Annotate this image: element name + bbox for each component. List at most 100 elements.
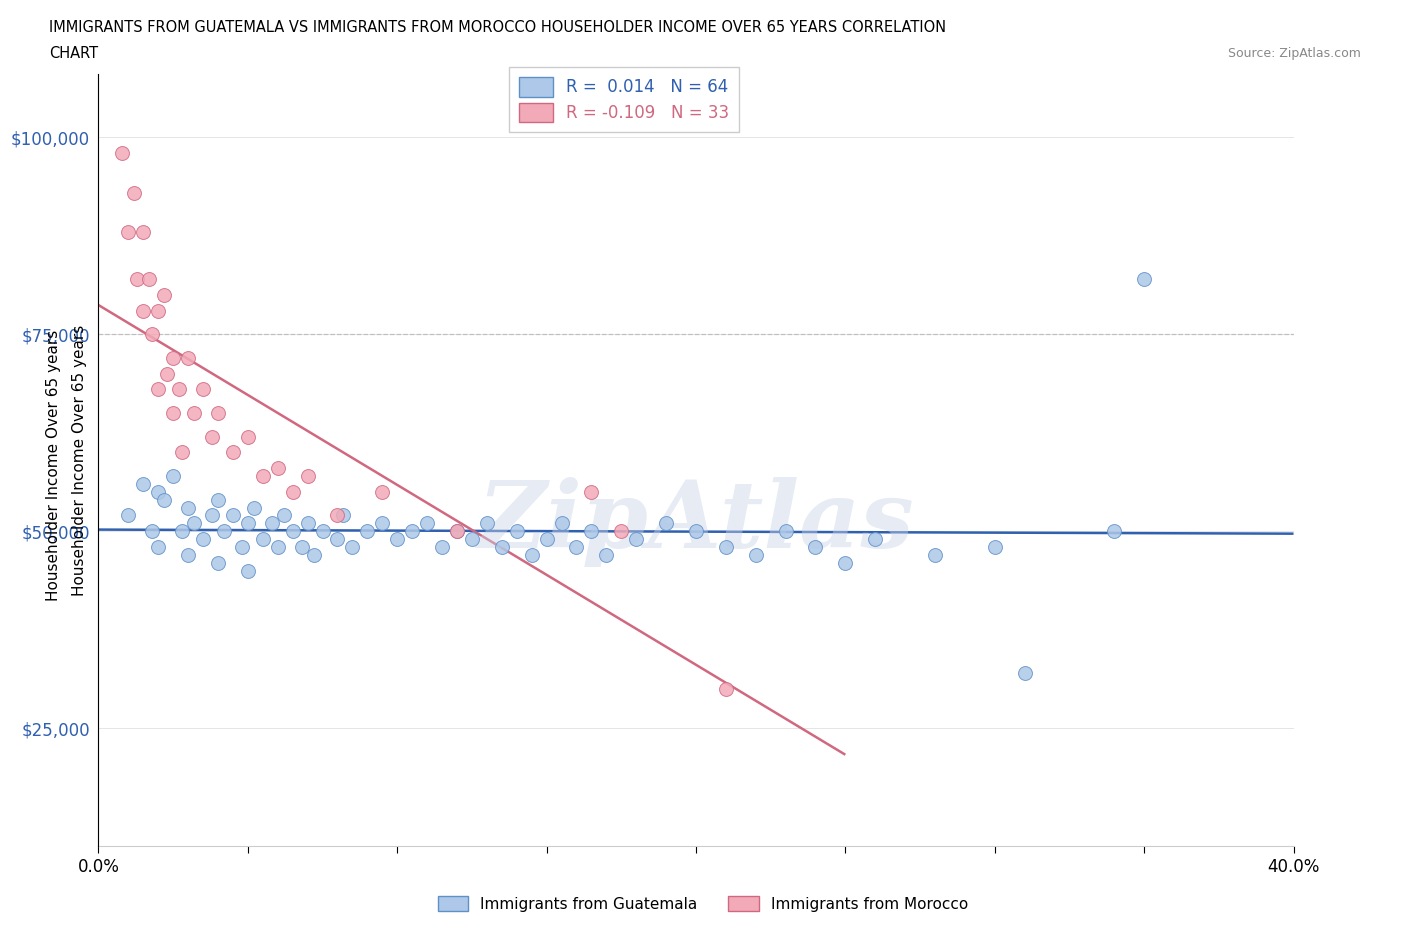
Point (177, 351, 200, 365)
Point (207, 555, 229, 570)
Point (141, 326, 163, 341)
Point (581, 485, 603, 499)
Point (148, 382, 170, 397)
Point (446, 524, 468, 538)
Point (191, 382, 214, 397)
Point (311, 524, 333, 538)
Point (342, 539, 364, 554)
Point (207, 405, 229, 420)
Point (177, 548, 200, 563)
Point (172, 524, 194, 538)
Text: ZipAtlas: ZipAtlas (478, 477, 914, 567)
Point (153, 287, 176, 302)
Point (267, 539, 290, 554)
Point (775, 524, 797, 538)
Point (550, 516, 572, 531)
Point (236, 516, 259, 531)
Point (281, 524, 304, 538)
Text: IMMIGRANTS FROM GUATEMALA VS IMMIGRANTS FROM MOROCCO HOUSEHOLDER INCOME OVER 65 : IMMIGRANTS FROM GUATEMALA VS IMMIGRANTS … (49, 20, 946, 35)
Point (581, 524, 603, 538)
Point (297, 516, 319, 531)
Point (162, 351, 184, 365)
Point (172, 445, 194, 460)
Point (520, 548, 543, 563)
Point (1014, 666, 1036, 681)
Point (714, 539, 737, 554)
Point (148, 485, 170, 499)
Point (201, 508, 224, 523)
Point (536, 532, 558, 547)
Point (222, 445, 245, 460)
Point (491, 539, 513, 554)
Point (141, 524, 163, 538)
Point (865, 532, 887, 547)
Point (446, 524, 468, 538)
Point (371, 516, 394, 531)
Point (685, 524, 707, 538)
Point (167, 382, 190, 397)
Point (212, 524, 235, 538)
Point (124, 185, 146, 200)
Point (207, 492, 229, 507)
Point (162, 405, 184, 420)
Point (924, 548, 946, 563)
Point (714, 682, 737, 697)
Point (745, 548, 768, 563)
Point (506, 524, 529, 538)
Point (610, 524, 633, 538)
Point (356, 524, 378, 538)
Point (595, 548, 617, 563)
Point (153, 492, 176, 507)
Point (148, 303, 170, 318)
Point (475, 516, 498, 531)
Point (111, 146, 134, 161)
Point (267, 460, 290, 475)
Point (626, 532, 648, 547)
Y-axis label: Householder Income Over 65 years: Householder Income Over 65 years (72, 325, 87, 596)
Point (252, 469, 274, 484)
Point (984, 539, 1007, 554)
Legend: R =  0.014   N = 64, R = -0.109   N = 33: R = 0.014 N = 64, R = -0.109 N = 33 (509, 67, 740, 132)
Point (201, 430, 224, 445)
Point (177, 500, 200, 515)
Point (236, 430, 259, 445)
Point (117, 224, 139, 239)
Point (401, 524, 423, 538)
Point (332, 508, 354, 523)
Point (127, 272, 149, 286)
Text: Source: ZipAtlas.com: Source: ZipAtlas.com (1227, 46, 1361, 60)
Point (191, 532, 214, 547)
Point (326, 532, 349, 547)
Point (430, 539, 453, 554)
Point (222, 508, 245, 523)
Point (236, 564, 259, 578)
Point (117, 508, 139, 523)
Point (1104, 524, 1126, 538)
Point (162, 469, 184, 484)
Point (302, 548, 325, 563)
Point (183, 405, 205, 420)
Point (291, 539, 314, 554)
Text: CHART: CHART (49, 46, 98, 61)
Point (132, 303, 155, 318)
Point (156, 366, 179, 381)
Point (273, 508, 295, 523)
Point (326, 508, 349, 523)
Point (1133, 272, 1156, 286)
Point (416, 516, 439, 531)
Point (834, 555, 856, 570)
Point (371, 485, 394, 499)
Point (132, 476, 155, 491)
Point (252, 532, 274, 547)
Point (655, 516, 678, 531)
Point (804, 539, 827, 554)
Point (297, 469, 319, 484)
Point (231, 539, 253, 554)
Text: Householder Income Over 65 years: Householder Income Over 65 years (46, 329, 60, 601)
Point (243, 500, 266, 515)
Point (565, 539, 588, 554)
Point (148, 539, 170, 554)
Point (138, 272, 160, 286)
Point (260, 516, 283, 531)
Point (132, 224, 155, 239)
